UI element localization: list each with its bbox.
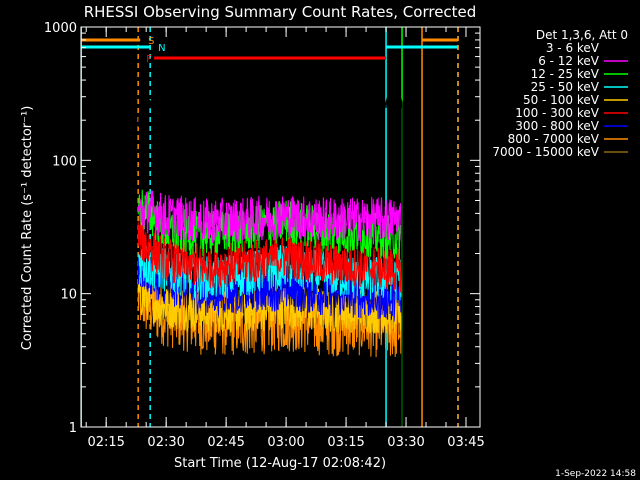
axes: 1 10 100 1000 02:15 02:30 02:45 03:00 03:15 03:30… <box>44 21 485 450</box>
legend-entry-0: 3 - 6 keV <box>546 41 600 55</box>
legend-entry-4: 50 - 100 keV <box>523 93 600 107</box>
plot-area: SNF <box>80 27 459 427</box>
y-axis-label: Corrected Count Rate (s⁻¹ detector⁻¹) <box>20 106 35 351</box>
series-line-0 <box>137 94 403 127</box>
x-tick-label-3: 03:00 <box>267 435 304 450</box>
x-tick-label-0: 02:15 <box>87 435 124 450</box>
legend-entry-5: 100 - 300 keV <box>515 106 599 120</box>
plot-frame <box>80 26 481 428</box>
y-tick-label-2: 100 <box>52 154 77 169</box>
x-tick-label-4: 03:15 <box>327 435 364 450</box>
x-tick-label-1: 02:30 <box>147 435 184 450</box>
legend-entry-6: 300 - 800 keV <box>515 119 599 133</box>
legend-entry-1: 6 - 12 keV <box>538 54 600 68</box>
flag-label-F: F <box>146 54 152 65</box>
x-tick-label-2: 02:45 <box>207 435 244 450</box>
legend-title: Det 1,3,6, Att 0 <box>536 28 628 42</box>
legend-entry-7: 800 - 7000 keV <box>508 132 600 146</box>
flag-label-S: S <box>148 36 154 47</box>
x-tick-label-5: 03:30 <box>387 435 424 450</box>
flag-label-N: N <box>158 43 165 54</box>
x-axis-label: Start Time (12-Aug-17 02:08:42) <box>174 456 386 471</box>
chart-title: RHESSI Observing Summary Count Rates, Co… <box>84 3 477 21</box>
y-tick-label-1: 10 <box>60 288 77 303</box>
legend-entry-8: 7000 - 15000 keV <box>492 145 599 159</box>
series-line-5 <box>137 217 403 293</box>
generation-timestamp: 1-Sep-2022 14:58 <box>555 469 636 479</box>
series-line-1 <box>137 190 403 244</box>
y-tick-label-3: 1000 <box>44 21 77 36</box>
x-tick-label-6: 03:45 <box>447 435 484 450</box>
legend-entry-3: 25 - 50 keV <box>531 80 600 94</box>
y-tick-label-0: 1 <box>69 421 77 436</box>
legend-entry-2: 12 - 25 keV <box>531 67 600 81</box>
